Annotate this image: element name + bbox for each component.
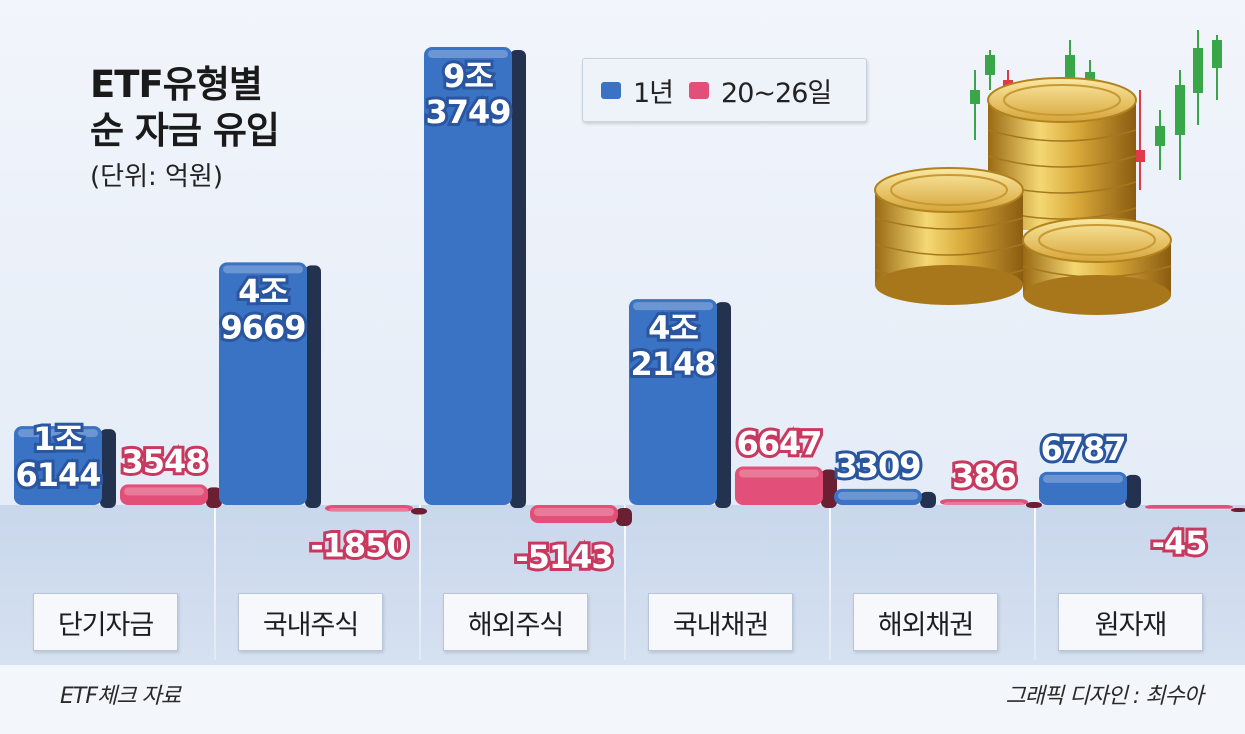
chart-title-block: ETF유형별 순 자금 유입 (단위: 억원) xyxy=(90,62,280,193)
bar-highlight xyxy=(329,508,409,512)
category-separator xyxy=(829,505,831,660)
bar-highlight xyxy=(223,265,303,274)
bar-20-26-1 xyxy=(325,505,413,512)
data-label-1year-4: 3309 xyxy=(835,447,920,485)
data-label-1year-1: 9669 xyxy=(220,308,305,346)
bar-side-pink xyxy=(1231,508,1245,512)
baseline-band xyxy=(0,505,1245,665)
bar-highlight xyxy=(18,429,98,438)
category-separator xyxy=(419,505,421,660)
bar-side-pink xyxy=(206,487,222,508)
bar-highlight xyxy=(739,469,819,478)
chart-legend: 1년 20~26일 xyxy=(582,58,867,122)
bar-side-blue xyxy=(920,491,936,508)
bar-20-26-2 xyxy=(530,505,618,524)
bar-side-blue xyxy=(510,50,526,508)
legend-swatch-blue xyxy=(601,81,621,99)
coin-stack-right xyxy=(1022,217,1172,315)
data-label-20-26-3: 6647 xyxy=(736,424,821,462)
gold-coins-candlestick-icon xyxy=(874,30,1222,315)
data-label-20-26-2: -5143 xyxy=(515,538,612,576)
source-note: ETF체크 자료 xyxy=(60,684,181,709)
bar-highlight xyxy=(124,487,204,496)
data-label-20-26-1: -1850 xyxy=(310,526,407,564)
legend-label-20-26: 20~26일 xyxy=(721,77,832,109)
chart-title-line-2: 순 자금 유입 xyxy=(90,109,280,152)
footer-band xyxy=(0,665,1245,734)
bar-1year-1 xyxy=(219,262,307,505)
data-label-1year-0: 1조 xyxy=(33,420,83,458)
bar-side-pink xyxy=(616,508,632,527)
candlestick-chart-icon xyxy=(970,30,1222,190)
data-label-1year-3: 2148 xyxy=(630,345,715,383)
bar-side-blue xyxy=(1125,474,1141,508)
bar-side-blue xyxy=(305,265,321,508)
category-label-3: 국내채권 xyxy=(648,593,793,651)
bar-highlight xyxy=(1043,474,1123,483)
category-separator xyxy=(1034,505,1036,660)
data-label-1year-5: 6787 xyxy=(1040,430,1125,468)
bar-side-blue xyxy=(100,429,116,508)
category-label-0: 단기자금 xyxy=(33,593,178,651)
data-label-1year-3: 4조 xyxy=(648,309,698,347)
bar-highlight xyxy=(1149,508,1229,510)
bar-1year-2 xyxy=(424,47,512,505)
bar-side-pink xyxy=(821,469,837,508)
unit-label: (단위: 억원) xyxy=(90,162,223,192)
design-credit: 그래픽 디자인 : 최수아 xyxy=(1005,684,1204,709)
bar-highlight xyxy=(944,502,1024,505)
data-label-1year-2: 9조 xyxy=(443,57,493,95)
bar-1year-4 xyxy=(834,488,922,505)
bar-side-blue xyxy=(715,302,731,508)
bar-highlight xyxy=(428,50,508,58)
data-label-1year-0: 6144 xyxy=(15,456,100,494)
category-label-4: 해외채권 xyxy=(853,593,998,651)
legend-item-1year: 1년 xyxy=(601,71,674,110)
bar-highlight xyxy=(838,491,918,500)
bar-20-26-0 xyxy=(120,484,208,505)
bar-highlight xyxy=(633,302,713,311)
bar-20-26-4 xyxy=(940,499,1028,505)
category-label-2: 해외주식 xyxy=(443,593,588,651)
bar-20-26-3 xyxy=(735,466,823,505)
data-label-1year-1: 4조 xyxy=(238,272,288,310)
bar-1year-3 xyxy=(629,299,717,505)
bar-highlight xyxy=(534,508,614,516)
legend-item-20-26: 20~26일 xyxy=(689,71,832,110)
bar-1year-0 xyxy=(14,426,102,505)
legend-label-1year: 1년 xyxy=(633,77,674,109)
coin-stack-left xyxy=(874,167,1024,305)
data-label-20-26-5: -45 xyxy=(1152,524,1207,562)
chart-title-line-1: ETF유형별 xyxy=(90,63,263,106)
category-label-1: 국내주식 xyxy=(238,593,383,651)
category-label-5: 원자재 xyxy=(1058,593,1203,651)
bar-side-pink xyxy=(1026,502,1042,508)
category-separator xyxy=(214,505,216,660)
bar-side-pink xyxy=(411,508,427,515)
data-label-20-26-0: 3548 xyxy=(121,442,206,480)
category-separator xyxy=(624,505,626,660)
legend-swatch-pink xyxy=(689,81,710,99)
data-label-1year-2: 3749 xyxy=(425,93,510,131)
data-label-20-26-4: 386 xyxy=(952,457,1016,495)
bar-1year-5 xyxy=(1039,471,1127,505)
bar-20-26-5 xyxy=(1145,505,1233,509)
